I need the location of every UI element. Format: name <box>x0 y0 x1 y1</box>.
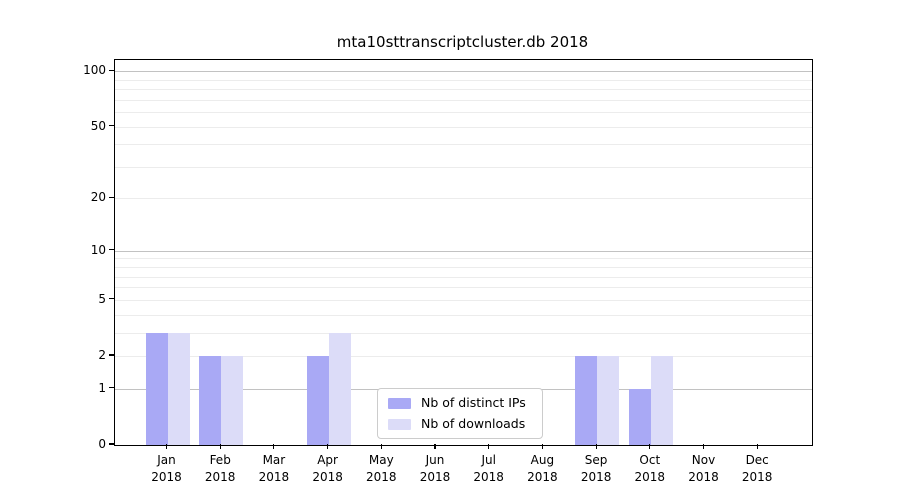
gridline-minor-50 <box>115 126 812 128</box>
plot-area <box>114 59 813 446</box>
y-label-50: 50 <box>90 118 106 133</box>
x-tick-jan <box>165 444 168 449</box>
bar-jan-downloads <box>167 332 190 445</box>
x-label-jun: Jun 2018 <box>419 453 451 484</box>
bar-oct-downloads <box>650 356 673 445</box>
bar-apr-distinct-ips <box>306 356 329 445</box>
y-label-10: 10 <box>90 242 106 257</box>
y-label-100: 100 <box>83 63 106 78</box>
x-tick-nov <box>702 444 705 449</box>
gridline-minor-40 <box>115 144 812 146</box>
gridline-minor-3 <box>115 332 812 334</box>
gridline-minor-60 <box>115 112 812 114</box>
gridline-minor-2 <box>115 356 812 357</box>
bar-feb-downloads <box>221 356 244 445</box>
bar-oct-distinct-ips <box>628 388 651 445</box>
legend-label-distinct-ips: Nb of distinct IPs <box>421 395 526 410</box>
x-tick-apr <box>327 444 329 449</box>
x-label-oct: Oct 2018 <box>634 453 666 484</box>
gridline-minor-6 <box>115 287 812 289</box>
x-tick-mar <box>273 444 275 449</box>
chart-title: mta10sttranscriptcluster.db 2018 <box>336 33 589 51</box>
gridline-minor-9 <box>115 258 812 260</box>
gridline-minor-90 <box>115 79 812 81</box>
x-label-mar: Mar 2018 <box>258 453 290 484</box>
x-tick-sep <box>595 444 597 449</box>
y-label-5: 5 <box>98 291 106 306</box>
legend-item-downloads: Nb of downloads <box>388 417 532 431</box>
gridline-minor-8 <box>115 267 812 269</box>
x-tick-oct <box>649 444 651 449</box>
x-tick-aug <box>541 444 543 449</box>
gridline-minor-80 <box>115 89 812 91</box>
legend-item-distinct-ips: Nb of distinct IPs <box>388 396 532 410</box>
y-tick-0 <box>109 443 114 445</box>
x-label-feb: Feb 2018 <box>204 453 236 484</box>
legend-label-downloads: Nb of downloads <box>421 416 526 431</box>
y-tick-10 <box>109 249 114 251</box>
bar-sep-distinct-ips <box>575 356 598 445</box>
y-tick-100 <box>109 69 114 71</box>
y-tick-50 <box>109 124 114 127</box>
y-tick-5 <box>109 298 114 300</box>
gridline-minor-7 <box>115 276 812 278</box>
x-label-may: May 2018 <box>366 453 397 484</box>
y-tick-20 <box>109 196 114 198</box>
x-label-jan: Jan 2018 <box>151 453 182 484</box>
gridline-minor-30 <box>115 166 812 168</box>
y-tick-1 <box>109 387 114 389</box>
x-label-dec: Dec 2018 <box>741 453 773 484</box>
x-label-aug: Aug 2018 <box>527 453 558 484</box>
bar-sep-downloads <box>597 356 620 445</box>
x-label-apr: Apr 2018 <box>312 453 343 484</box>
bar-jan-distinct-ips <box>145 332 168 445</box>
legend: Nb of distinct IPs Nb of downloads <box>377 388 543 439</box>
x-label-jul: Jul 2018 <box>473 453 504 484</box>
gridline-major-100 <box>115 71 812 73</box>
y-label-0: 0 <box>98 437 106 451</box>
x-tick-jul <box>488 444 490 449</box>
x-tick-may <box>380 444 382 449</box>
gridline-minor-20 <box>115 198 812 200</box>
x-tick-feb <box>219 444 221 449</box>
gridline-minor-70 <box>115 99 812 101</box>
legend-swatch-distinct-ips <box>388 397 411 409</box>
x-tick-dec <box>756 444 758 449</box>
legend-swatch-downloads <box>388 418 411 430</box>
x-tick-jun <box>434 444 436 449</box>
y-label-1: 1 <box>98 380 106 395</box>
y-label-2: 2 <box>98 348 106 362</box>
bar-feb-distinct-ips <box>199 356 222 445</box>
y-tick-2 <box>109 354 114 356</box>
bar-apr-downloads <box>328 332 351 445</box>
y-label-20: 20 <box>90 190 106 205</box>
gridline-major-10 <box>115 250 812 252</box>
gridline-minor-4 <box>115 314 812 316</box>
gridline-minor-5 <box>115 299 812 301</box>
x-label-sep: Sep 2018 <box>580 453 612 484</box>
x-label-nov: Nov 2018 <box>688 453 719 484</box>
